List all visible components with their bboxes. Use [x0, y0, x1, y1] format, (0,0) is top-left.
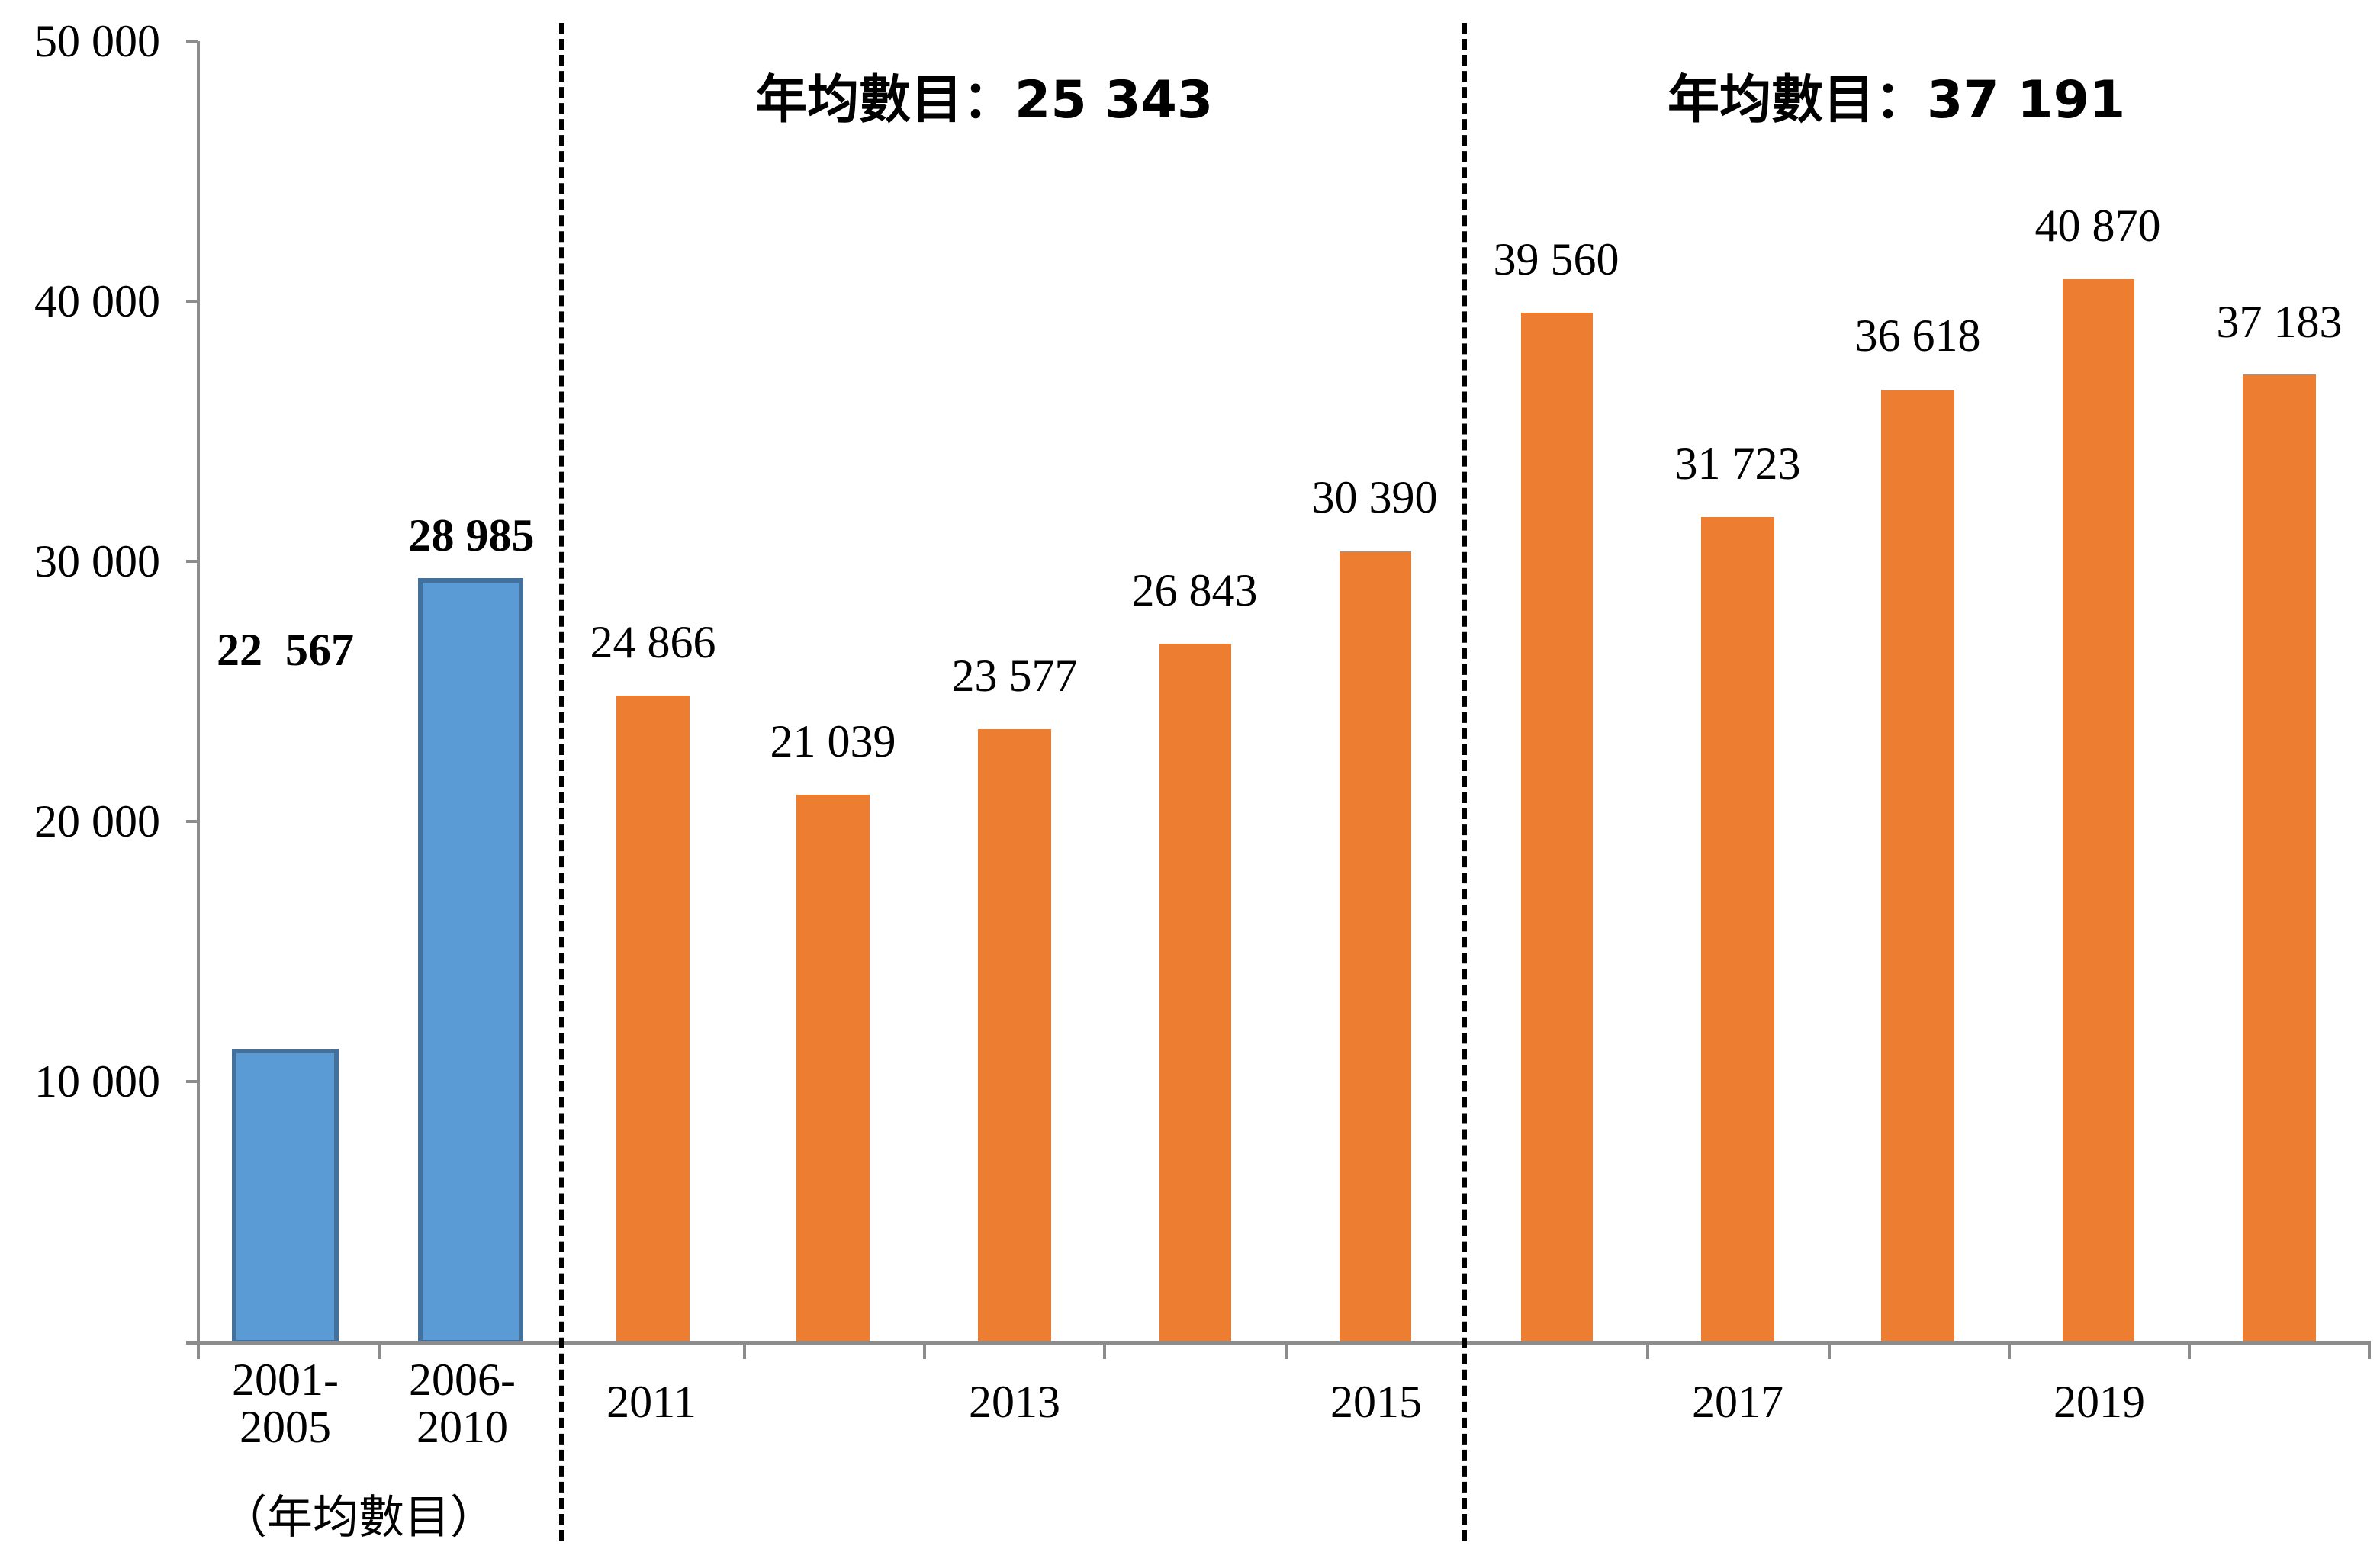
x-label-2019: 2019	[2054, 1377, 2145, 1427]
y-tick	[186, 560, 198, 563]
value-label: 23 577	[951, 651, 1078, 701]
y-axis-line	[197, 41, 200, 1344]
x-axis-line	[186, 1341, 2371, 1345]
bar-2006-2010	[418, 578, 523, 1345]
x-label-2001-2005: 2001- 2005	[209, 1356, 362, 1451]
x-tick	[1828, 1342, 1831, 1359]
x-tick	[2008, 1342, 2011, 1359]
value-label: 22 567	[217, 625, 354, 675]
x-label-2013: 2013	[969, 1377, 1060, 1427]
x-tick	[743, 1342, 746, 1359]
x-label-2015: 2015	[1330, 1377, 1422, 1427]
x-label-line: 2005	[240, 1402, 331, 1452]
y-tick	[186, 820, 198, 823]
value-label: 37 183	[2216, 297, 2343, 347]
bar-2015	[1340, 551, 1411, 1342]
y-tick	[186, 40, 198, 43]
x-label-2011: 2011	[606, 1377, 696, 1427]
bar-2020	[2243, 374, 2316, 1342]
x-label-line: 2010	[416, 1402, 508, 1452]
bar-2011	[616, 696, 690, 1342]
y-tick	[186, 1080, 198, 1083]
x-tick	[2368, 1342, 2371, 1359]
bar-2001-2005	[232, 1049, 339, 1345]
x-tick	[1103, 1342, 1106, 1359]
value-label: 24 866	[590, 617, 716, 667]
bar-2014	[1159, 644, 1231, 1342]
bar-2019	[2063, 279, 2134, 1342]
x-tick	[2188, 1342, 2191, 1359]
x-tick	[1646, 1342, 1649, 1359]
bar-2016	[1521, 313, 1593, 1342]
y-tick-label: 20 000	[34, 796, 160, 847]
y-tick	[186, 300, 198, 303]
x-label-2006-2010: 2006- 2010	[386, 1356, 539, 1451]
x-label-2017: 2017	[1692, 1377, 1783, 1427]
value-label: 39 560	[1493, 234, 1619, 284]
x-label-line: 2001-	[232, 1355, 339, 1405]
x-label-line: 2006-	[409, 1355, 516, 1405]
bar-2012	[796, 795, 870, 1342]
period-divider	[559, 23, 564, 1541]
x-tick	[197, 1342, 200, 1359]
period-average-2011-2015: 年均數目：25 343	[755, 70, 1214, 130]
period-average-2016-2020: 年均數目：37 191	[1668, 70, 2126, 130]
value-label: 31 723	[1674, 439, 1801, 489]
bar-2017	[1701, 517, 1774, 1342]
period-divider	[1462, 23, 1467, 1541]
y-tick-label: 30 000	[34, 536, 160, 586]
value-label: 21 039	[770, 716, 896, 766]
x-tick	[378, 1342, 381, 1359]
bar-2013	[978, 729, 1051, 1342]
y-tick-label: 40 000	[34, 276, 160, 326]
bar-2018	[1881, 390, 1954, 1342]
value-label: 40 870	[2034, 201, 2161, 251]
unit-note: （年均數目）	[221, 1493, 496, 1543]
value-label: 26 843	[1131, 565, 1258, 615]
x-tick	[1285, 1342, 1288, 1359]
y-tick-label: 50 000	[34, 16, 160, 66]
value-label: 30 390	[1311, 472, 1438, 522]
value-label: 36 618	[1854, 310, 1981, 361]
value-label: 28 985	[408, 510, 535, 561]
x-tick	[923, 1342, 926, 1359]
y-tick-label: 10 000	[34, 1056, 160, 1107]
